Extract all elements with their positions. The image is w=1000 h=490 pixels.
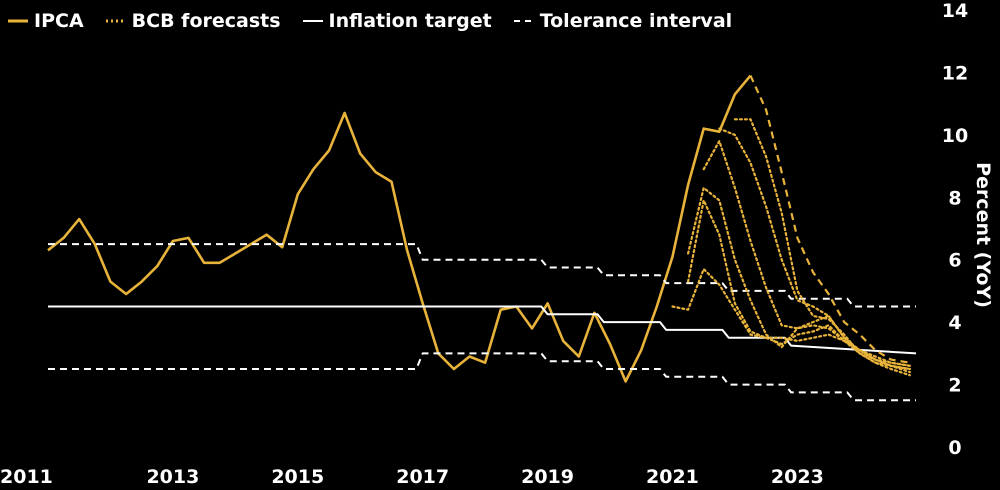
x-tick-label-2021: 2021: [646, 466, 699, 488]
series-bcb-forecast-7: [749, 75, 910, 364]
y-tick-label-4: 4: [948, 312, 961, 334]
legend-label-ipca: IPCA: [34, 10, 84, 32]
legend-swatch-tolerance-interval: [513, 20, 534, 22]
legend-item-inflation-target: Inflation target: [302, 10, 492, 32]
x-axis-ticks: 2011 2013 2015 2017 2019 2021 2023: [0, 466, 824, 488]
y-tick-label-0: 0: [948, 437, 961, 459]
legend-swatch-ipca: [8, 19, 28, 23]
series-bcb-forecast-3: [686, 186, 911, 371]
legend-item-tolerance-interval: Tolerance interval: [513, 10, 733, 32]
series-tolerance-upper: [48, 243, 916, 308]
legend-swatch-bcb-forecasts: [105, 19, 126, 23]
legend-label-inflation-target: Inflation target: [328, 10, 492, 32]
y-tick-label-12: 12: [942, 62, 968, 84]
series-bcb-forecast-4: [702, 140, 911, 371]
legend: IPCA BCB forecasts Inflation target Tole…: [8, 6, 732, 36]
y-tick-label-6: 6: [948, 250, 961, 272]
series-tolerance-lower: [48, 352, 916, 402]
series-layer: [47, 74, 917, 402]
x-tick-label-2017: 2017: [396, 466, 449, 488]
y-tick-label-14: 14: [942, 0, 968, 22]
legend-item-bcb-forecasts: BCB forecasts: [105, 10, 281, 32]
x-tick-label-2019: 2019: [521, 466, 574, 488]
series-inflation-target: [48, 305, 917, 355]
x-tick-label-2023: 2023: [771, 466, 824, 488]
y-tick-label-2: 2: [948, 375, 961, 397]
x-tick-label-2015: 2015: [271, 466, 324, 488]
legend-swatch-inflation-target: [302, 20, 323, 22]
y-axis-label: Percent (YoY): [972, 162, 994, 308]
y-tick-label-8: 8: [948, 187, 961, 209]
y-axis-ticks: 0 2 4 6 8 10 12 14: [942, 0, 968, 459]
x-tick-label-2013: 2013: [146, 466, 199, 488]
series-bcb-forecast-6: [733, 118, 911, 377]
series-ipca: [47, 74, 752, 383]
legend-item-ipca: IPCA: [8, 10, 84, 32]
y-tick-label-10: 10: [942, 125, 968, 147]
x-tick-label-2011: 2011: [0, 466, 53, 488]
legend-label-tolerance-interval: Tolerance interval: [539, 10, 733, 32]
series-bcb-forecast-5: [718, 127, 911, 374]
legend-label-bcb-forecasts: BCB forecasts: [131, 10, 281, 32]
